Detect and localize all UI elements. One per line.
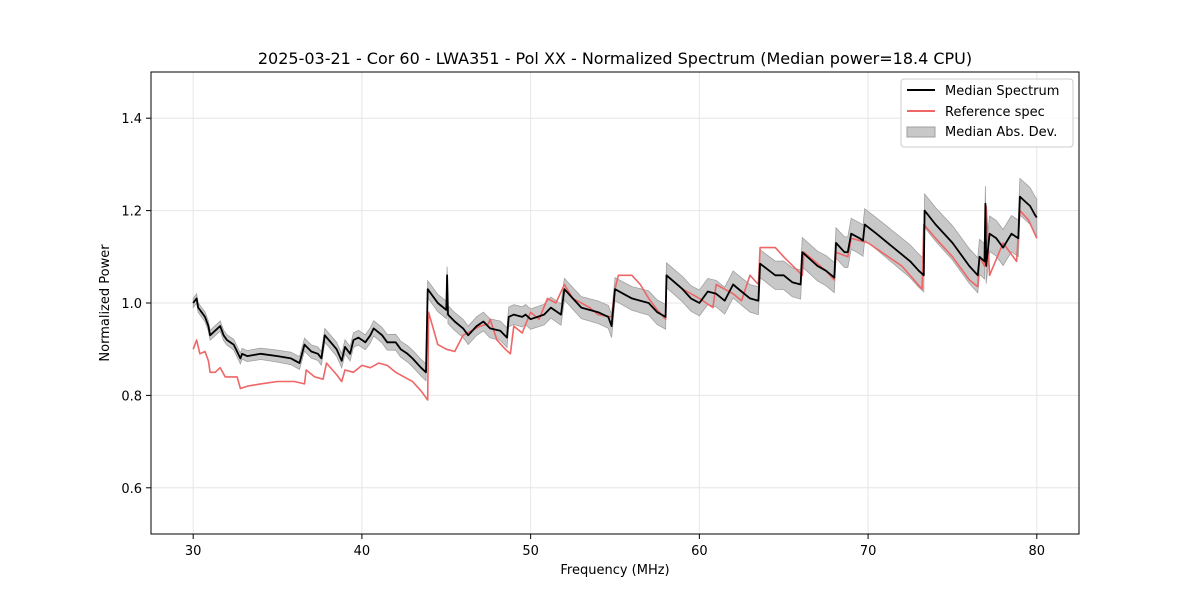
legend-box <box>900 78 1074 148</box>
y-tick-label: 1.2 <box>121 205 142 220</box>
reference-spectrum-line <box>192 205 1038 401</box>
x-tick-label: 40 <box>354 544 371 559</box>
y-tick-label: 1.0 <box>121 297 142 312</box>
y-tick-label: 0.6 <box>121 482 142 497</box>
x-tick-label: 30 <box>185 544 202 559</box>
legend: Median Spectrum Reference spec Median Ab… <box>900 78 1074 148</box>
mad-band <box>192 177 1038 382</box>
y-tick-label: 1.4 <box>121 112 142 127</box>
x-tick-label: 60 <box>691 544 708 559</box>
y-axis: 0.6 0.8 1.0 1.2 1.4 <box>121 112 151 497</box>
y-axis-label: Normalized Power <box>98 244 113 362</box>
x-axis-label: Frequency (MHz) <box>560 563 669 578</box>
legend-mad-swatch <box>906 126 936 138</box>
legend-reference-label: Reference spec <box>945 105 1045 120</box>
x-axis: 30 40 50 60 70 80 <box>185 534 1045 559</box>
mad-band-group <box>192 177 1038 382</box>
series-group <box>192 195 1038 401</box>
x-tick-label: 70 <box>860 544 877 559</box>
legend-median-label: Median Spectrum <box>945 84 1059 99</box>
chart-title: 2025-03-21 - Cor 60 - LWA351 - Pol XX - … <box>258 49 972 68</box>
median-spectrum-line <box>192 195 1038 374</box>
legend-mad-label: Median Abs. Dev. <box>945 125 1057 140</box>
x-tick-label: 50 <box>522 544 539 559</box>
y-tick-label: 0.8 <box>121 389 142 404</box>
x-tick-label: 80 <box>1029 544 1046 559</box>
